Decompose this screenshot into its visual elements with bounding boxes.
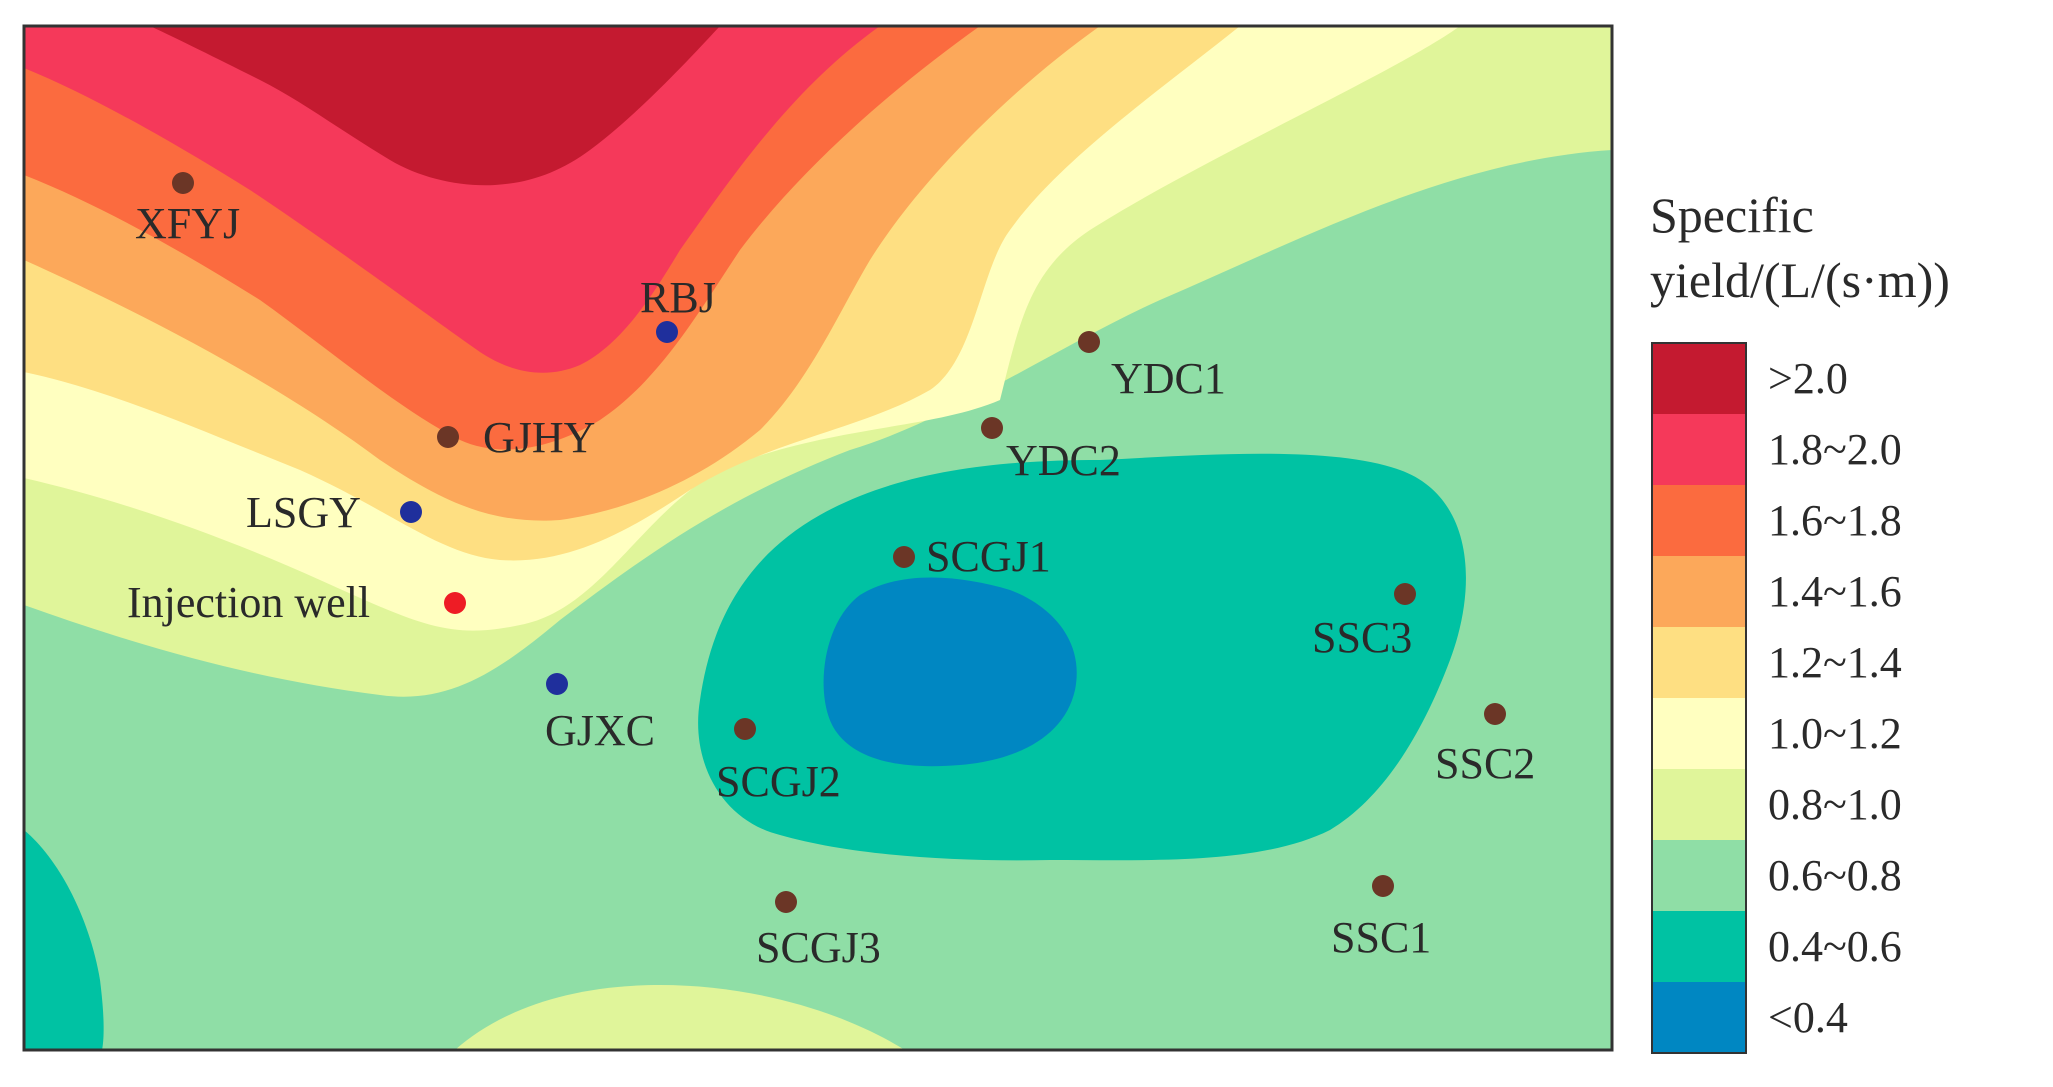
well-label: SCGJ1 <box>926 532 1051 581</box>
legend-label: 0.6~0.8 <box>1768 851 1902 900</box>
legend-label: 0.8~1.0 <box>1768 780 1902 829</box>
contour-map <box>24 26 1612 1050</box>
zone-0.8-1.0-bottom <box>455 985 905 1050</box>
well-marker[interactable] <box>444 592 466 614</box>
legend-swatch <box>1652 698 1746 769</box>
well-marker[interactable] <box>1372 875 1394 897</box>
legend-item-1.4-1.6: 1.4~1.6 <box>1652 556 1902 627</box>
legend-item-0.6-0.8: 0.6~0.8 <box>1652 840 1902 911</box>
well-lsgy[interactable]: LSGY <box>246 488 422 537</box>
legend-label: 1.2~1.4 <box>1768 638 1902 687</box>
well-gjhy[interactable]: GJHY <box>437 413 595 462</box>
well-label: SSC3 <box>1312 613 1412 662</box>
legend-item-1.2-1.4: 1.2~1.4 <box>1652 627 1902 698</box>
well-label: RBJ <box>640 273 716 322</box>
legend: Specific yield/(L/(s·m)) >2.0 1.8~2.0 1.… <box>1650 187 1950 1054</box>
legend-swatch <box>1652 769 1746 840</box>
well-scgj1[interactable]: SCGJ1 <box>893 532 1051 581</box>
well-marker[interactable] <box>546 673 568 695</box>
well-label: GJHY <box>483 413 595 462</box>
legend-title-line1: Specific <box>1650 187 1814 243</box>
well-rbj[interactable]: RBJ <box>640 273 716 343</box>
legend-item-1.8-2.0: 1.8~2.0 <box>1652 414 1902 485</box>
legend-label: 1.4~1.6 <box>1768 567 1902 616</box>
well-label: SCGJ3 <box>756 923 881 972</box>
legend-frame <box>1651 342 1747 1054</box>
legend-label: 0.4~0.6 <box>1768 922 1902 971</box>
well-ydc1[interactable]: YDC1 <box>1078 331 1226 403</box>
well-scgj3[interactable]: SCGJ3 <box>756 891 881 972</box>
zone-below-0.4 <box>823 577 1077 767</box>
well-label: YDC2 <box>1006 436 1121 485</box>
well-marker[interactable] <box>437 426 459 448</box>
well-scgj2[interactable]: SCGJ2 <box>716 718 841 806</box>
zone-1.8-2.0 <box>24 26 880 373</box>
well-injection[interactable]: Injection well <box>127 578 466 627</box>
wells-layer: XFYJ RBJ GJHY LSGY Injection well GJXC Y… <box>127 172 1535 972</box>
well-marker[interactable] <box>893 546 915 568</box>
well-label: SSC2 <box>1435 739 1535 788</box>
well-marker[interactable] <box>734 718 756 740</box>
well-ssc2[interactable]: SSC2 <box>1435 703 1535 788</box>
legend-label: <0.4 <box>1768 993 1848 1042</box>
well-marker[interactable] <box>1484 703 1506 725</box>
legend-label: 1.6~1.8 <box>1768 496 1902 545</box>
well-label: Injection well <box>127 578 370 627</box>
well-label: SSC1 <box>1331 913 1431 962</box>
well-label: XFYJ <box>135 199 240 248</box>
well-label: YDC1 <box>1111 354 1226 403</box>
well-ssc1[interactable]: SSC1 <box>1331 875 1431 962</box>
zone-above-2.0 <box>150 26 720 186</box>
well-marker[interactable] <box>656 321 678 343</box>
well-xfyj[interactable]: XFYJ <box>135 172 240 248</box>
legend-item-0.4-0.6: 0.4~0.6 <box>1652 911 1902 982</box>
well-marker[interactable] <box>1078 331 1100 353</box>
well-marker[interactable] <box>400 501 422 523</box>
legend-swatch <box>1652 556 1746 627</box>
legend-swatch <box>1652 982 1746 1053</box>
legend-label: 1.0~1.2 <box>1768 709 1902 758</box>
legend-swatch <box>1652 414 1746 485</box>
legend-label: >2.0 <box>1768 354 1848 403</box>
legend-swatch <box>1652 911 1746 982</box>
well-marker[interactable] <box>1394 583 1416 605</box>
legend-item-above-2.0: >2.0 <box>1652 343 1848 414</box>
well-label: GJXC <box>545 706 655 755</box>
legend-swatch <box>1652 840 1746 911</box>
well-label: LSGY <box>246 488 361 537</box>
zone-0.4-0.6-corner <box>24 830 104 1050</box>
legend-item-1.6-1.8: 1.6~1.8 <box>1652 485 1902 556</box>
well-label: SCGJ2 <box>716 757 841 806</box>
well-marker[interactable] <box>172 172 194 194</box>
well-ydc2[interactable]: YDC2 <box>981 417 1121 485</box>
well-gjxc[interactable]: GJXC <box>545 673 655 755</box>
legend-item-1.0-1.2: 1.0~1.2 <box>1652 698 1902 769</box>
legend-swatch <box>1652 343 1746 414</box>
legend-swatch <box>1652 627 1746 698</box>
legend-swatch <box>1652 485 1746 556</box>
legend-item-0.8-1.0: 0.8~1.0 <box>1652 769 1902 840</box>
well-ssc3[interactable]: SSC3 <box>1312 583 1416 662</box>
well-marker[interactable] <box>775 891 797 913</box>
legend-label: 1.8~2.0 <box>1768 425 1902 474</box>
legend-title-line2: yield/(L/(s·m)) <box>1650 252 1950 308</box>
map-frame <box>22 24 1614 1052</box>
legend-item-below-0.4: <0.4 <box>1652 982 1848 1053</box>
well-marker[interactable] <box>981 417 1003 439</box>
